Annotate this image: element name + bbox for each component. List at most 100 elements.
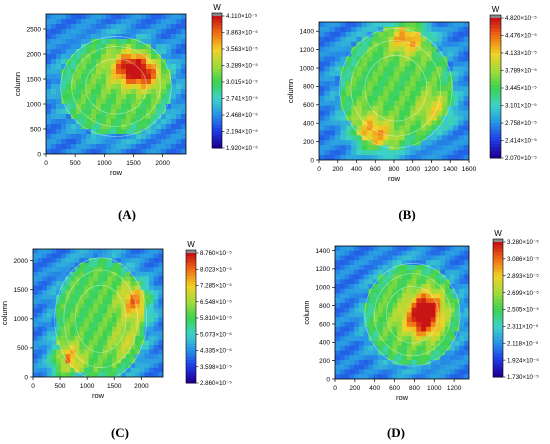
heat-cell (111, 44, 117, 50)
heat-cell (91, 134, 97, 140)
heat-cell (65, 326, 71, 332)
heat-cell (463, 81, 469, 87)
heat-cell (66, 139, 72, 145)
heat-cell (166, 104, 172, 110)
heat-cell (86, 99, 92, 105)
heat-cell (402, 326, 408, 333)
heat-cell (37, 372, 43, 377)
heat-cell (141, 39, 147, 45)
heat-cell (46, 104, 52, 110)
heat-cell (324, 145, 331, 151)
heat-cell (329, 31, 336, 38)
heat-cell (136, 149, 142, 154)
heat-cell (161, 144, 167, 150)
heat-cell (66, 54, 72, 60)
heat-cell (463, 100, 469, 107)
heat-cell (449, 274, 456, 280)
heat-cell (372, 61, 379, 67)
heat-cell (368, 255, 374, 261)
heat-cell (111, 276, 118, 282)
heat-cell (463, 155, 469, 160)
heat-cell (84, 249, 90, 255)
heat-cell (324, 120, 331, 127)
heat-cell (84, 253, 90, 259)
heat-cell (158, 271, 163, 278)
heat-cell (445, 312, 451, 318)
heat-cell (65, 372, 71, 377)
heat-cell (440, 355, 446, 361)
heat-cell (421, 307, 427, 314)
heat-cell (399, 145, 406, 151)
heat-cell (367, 135, 374, 141)
heat-cell (181, 149, 186, 154)
heat-cell (102, 281, 108, 287)
heat-cell (356, 71, 363, 77)
heat-cell (144, 303, 150, 310)
heat-cell (415, 71, 422, 77)
heat-cell (111, 84, 117, 90)
heat-cell (61, 124, 67, 130)
heat-cell (349, 303, 355, 309)
heat-cell (60, 276, 67, 282)
heat-cell (130, 294, 136, 300)
heat-cell (81, 144, 87, 150)
heat-cell (93, 249, 99, 255)
heat-cell (171, 29, 177, 35)
heat-cell (406, 265, 413, 271)
heat-cell (335, 269, 341, 276)
heat-cell (96, 94, 102, 100)
heat-cell (121, 114, 127, 120)
heat-cell (406, 341, 413, 347)
heat-cell (324, 86, 331, 92)
heat-cell (84, 285, 90, 291)
heat-cell (125, 249, 132, 255)
heat-cell (463, 145, 469, 151)
heat-cell (351, 95, 358, 102)
heat-cell (42, 313, 48, 319)
heat-cell (141, 129, 147, 135)
heat-cell (66, 79, 72, 85)
heat-cell (351, 86, 358, 92)
heat-cell (37, 349, 43, 355)
heat-cell (139, 253, 146, 259)
heat-cell (65, 303, 71, 310)
heat-cell (161, 124, 167, 130)
heat-field (319, 22, 469, 160)
heat-cell (463, 150, 469, 156)
heat-cell (136, 14, 142, 20)
heat-cell (74, 317, 81, 323)
heat-cell (339, 312, 346, 318)
heat-cell (339, 369, 346, 375)
colorbar-segment (490, 67, 501, 71)
colorbar-segment (212, 134, 222, 139)
heat-cell (121, 322, 127, 328)
heat-cell (392, 364, 398, 371)
heat-cell (452, 76, 459, 82)
heat-cell (136, 109, 142, 115)
heat-cell (93, 345, 99, 351)
heat-cell (96, 149, 102, 154)
heat-cell (111, 124, 117, 130)
heat-cell (86, 14, 92, 20)
heat-cell (351, 81, 358, 87)
heat-cell (102, 262, 108, 268)
colorbar-label: 1.924×10⁻⁵ (507, 357, 539, 364)
heat-cell (440, 255, 446, 261)
heat-cell (42, 267, 48, 273)
heat-cell (420, 155, 427, 160)
heat-cell (88, 299, 94, 305)
heat-cell (79, 349, 85, 355)
heat-cell (356, 36, 363, 43)
heat-cell (71, 14, 77, 20)
colorbar-segment (493, 262, 503, 267)
heat-cell (349, 298, 355, 304)
heat-cell (378, 345, 384, 352)
heat-cell (144, 313, 150, 319)
heat-cell (425, 279, 432, 285)
heat-cell (106, 59, 112, 65)
heat-cell (335, 105, 342, 112)
heat-cell (181, 34, 186, 40)
heat-cell (324, 130, 331, 136)
heat-cell (84, 294, 90, 300)
heat-cell (144, 372, 150, 377)
